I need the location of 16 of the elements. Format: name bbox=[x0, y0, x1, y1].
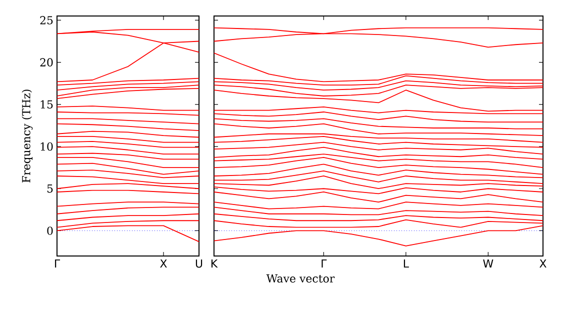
y-tick-label: 10 bbox=[40, 142, 53, 151]
x-tick-label: Γ bbox=[55, 260, 60, 268]
x-tick-label: Γ bbox=[322, 260, 327, 268]
x-tick-label: X bbox=[540, 260, 546, 268]
y-tick-label: 0 bbox=[47, 226, 53, 235]
y-tick-label: 5 bbox=[47, 184, 53, 193]
x-tick-label: U bbox=[196, 260, 202, 268]
y-tick-label: 15 bbox=[40, 100, 53, 109]
x-tick-label: K bbox=[211, 260, 218, 268]
x-axis-title: Wave vector bbox=[266, 274, 335, 283]
x-tick-label: W bbox=[483, 260, 494, 268]
y-axis-title: Frequency (THz) bbox=[22, 90, 33, 183]
y-tick-label: 20 bbox=[40, 58, 53, 66]
y-tick-label: 25 bbox=[40, 16, 53, 24]
x-tick-label: L bbox=[404, 260, 409, 268]
x-tick-label: X bbox=[160, 260, 167, 268]
